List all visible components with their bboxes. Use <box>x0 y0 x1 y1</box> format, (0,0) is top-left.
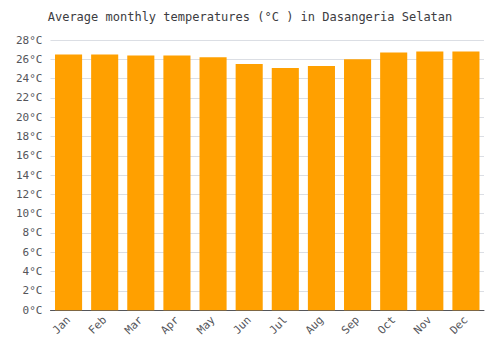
svg-text:0°C: 0°C <box>23 304 43 317</box>
svg-text:8°C: 8°C <box>23 226 43 239</box>
svg-text:Feb: Feb <box>86 314 109 337</box>
svg-text:12°C: 12°C <box>16 188 43 201</box>
svg-text:Oct: Oct <box>375 314 398 337</box>
svg-text:4°C: 4°C <box>23 265 43 278</box>
svg-text:Aug: Aug <box>303 314 326 337</box>
svg-text:Nov: Nov <box>411 313 434 336</box>
svg-text:18°C: 18°C <box>16 130 43 143</box>
svg-text:6°C: 6°C <box>23 246 43 259</box>
svg-text:26°C: 26°C <box>16 53 43 66</box>
svg-text:16°C: 16°C <box>16 149 43 162</box>
svg-text:28°C: 28°C <box>16 34 43 47</box>
svg-text:20°C: 20°C <box>16 111 43 124</box>
svg-text:2°C: 2°C <box>23 284 43 297</box>
svg-text:10°C: 10°C <box>16 207 43 220</box>
svg-text:24°C: 24°C <box>16 72 43 85</box>
svg-text:Apr: Apr <box>158 313 181 336</box>
svg-text:Jan: Jan <box>50 314 73 337</box>
svg-text:Jun: Jun <box>231 314 254 337</box>
svg-text:Sep: Sep <box>339 314 362 337</box>
svg-text:14°C: 14°C <box>16 169 43 182</box>
svg-text:Average monthly temperatures (: Average monthly temperatures (°C ) in Da… <box>48 10 453 24</box>
svg-text:Mar: Mar <box>122 313 145 336</box>
svg-text:22°C: 22°C <box>16 91 43 104</box>
svg-text:Dec: Dec <box>447 314 470 337</box>
svg-text:May: May <box>194 313 217 336</box>
svg-text:Jul: Jul <box>267 314 290 337</box>
